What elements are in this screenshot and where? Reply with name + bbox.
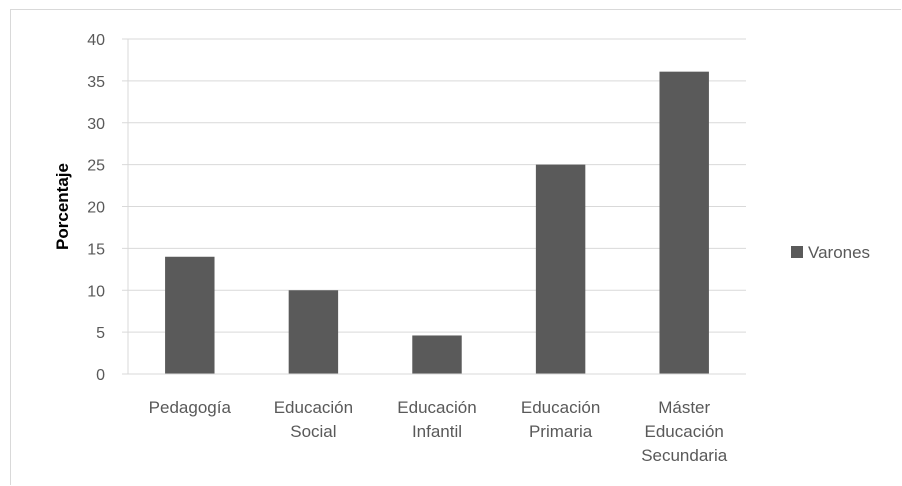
legend: Varones xyxy=(791,243,870,262)
y-tick-label: 10 xyxy=(87,283,105,300)
bar xyxy=(288,290,339,374)
bar xyxy=(535,164,586,374)
x-category-label: Máster Educación Secundaria xyxy=(641,398,728,465)
bar xyxy=(165,256,215,374)
gridlines xyxy=(128,38,746,333)
x-axis-labels: Pedagogía Educación Social Educación Infanti… xyxy=(149,398,728,465)
y-tick-label: 30 xyxy=(87,116,105,133)
y-tick-label: 15 xyxy=(87,241,105,258)
chart-frame xyxy=(10,9,901,485)
bar xyxy=(412,335,462,374)
bars xyxy=(165,71,709,374)
y-tick-label: 25 xyxy=(87,158,105,175)
y-tick-label: 20 xyxy=(87,200,105,217)
bar xyxy=(659,71,709,374)
legend-label-varones: Varones xyxy=(808,243,870,262)
y-tick-label: 35 xyxy=(87,74,105,91)
y-axis-label: Porcentaje xyxy=(53,163,72,250)
x-category-label: Educación Primaria xyxy=(521,398,600,441)
y-tick-label: 5 xyxy=(96,325,105,342)
x-category-label: Educación Infantil xyxy=(397,398,476,441)
y-tick-label: 0 xyxy=(96,367,105,384)
y-axis-ticks: 0 5 10 15 20 25 30 35 40 xyxy=(87,32,129,384)
y-tick-label: 40 xyxy=(87,32,105,49)
legend-swatch-varones xyxy=(791,246,803,258)
x-category-label: Educación Social xyxy=(274,398,353,441)
x-category-label: Pedagogía xyxy=(149,398,232,417)
